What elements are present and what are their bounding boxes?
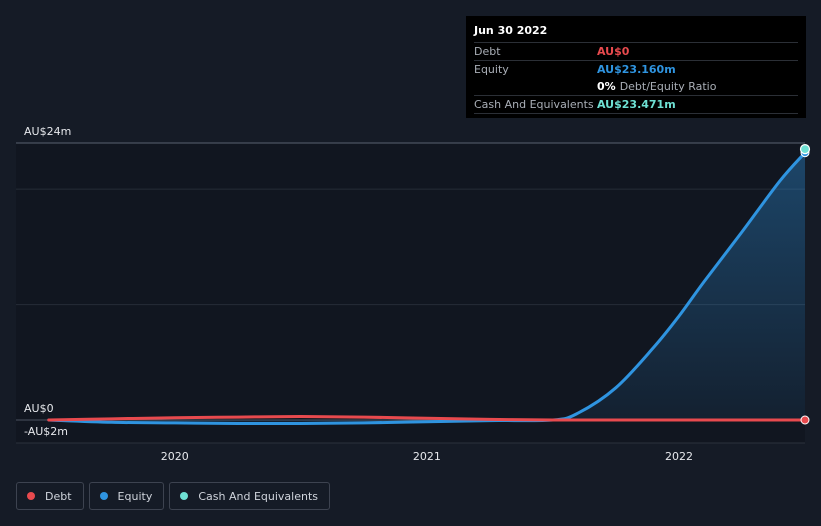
tooltip-row-debt: Debt AU$0 bbox=[474, 42, 798, 60]
legend-item-debt[interactable]: Debt bbox=[16, 482, 84, 510]
legend-dot-equity bbox=[99, 492, 108, 500]
tooltip-cash-value: AU$23.471m bbox=[597, 98, 676, 111]
tooltip-row-ratio: 0% Debt/Equity Ratio bbox=[474, 78, 798, 95]
legend-item-cash[interactable]: Cash And Equivalents bbox=[169, 482, 330, 510]
legend-label-debt: Debt bbox=[45, 489, 72, 503]
tooltip-row-equity: Equity AU$23.160m bbox=[474, 60, 798, 78]
tooltip-equity-value: AU$23.160m bbox=[597, 63, 676, 76]
tooltip-debt-label: Debt bbox=[474, 45, 501, 58]
tooltip-ratio-value: 0% bbox=[597, 80, 616, 93]
tooltip-ratio-label: Debt/Equity Ratio bbox=[619, 80, 717, 93]
series-debt-line bbox=[47, 415, 807, 422]
legend-dot-cash bbox=[180, 492, 189, 500]
x-tick-label-2021: 2021 bbox=[413, 450, 441, 463]
legend-label-equity: Equity bbox=[117, 489, 153, 503]
tooltip-equity-label: Equity bbox=[474, 63, 509, 76]
legend-label-cash: Cash And Equivalents bbox=[198, 489, 318, 503]
tooltip-row-cash: Cash And Equivalents AU$23.471m bbox=[474, 95, 798, 114]
legend-item-equity[interactable]: Equity bbox=[88, 482, 165, 510]
y-tick-label-2: -AU$2m bbox=[24, 425, 68, 438]
series-cash-point bbox=[799, 144, 811, 155]
tooltip-date: Jun 30 2022 bbox=[474, 24, 548, 37]
legend-dot-debt bbox=[27, 492, 35, 500]
series-equity-area bbox=[48, 152, 806, 424]
y-tick-label-1: AU$0 bbox=[24, 402, 54, 415]
data-tooltip: Jun 30 2022 Debt AU$0 Equity AU$23.160m … bbox=[466, 16, 806, 118]
tooltip-debt-value: AU$0 bbox=[597, 45, 630, 58]
series-debt-end-marker bbox=[800, 415, 810, 425]
y-tick-label-0: AU$24m bbox=[24, 125, 71, 138]
tooltip-cash-label: Cash And Equivalents bbox=[474, 98, 594, 111]
x-tick-label-2020: 2020 bbox=[161, 450, 189, 463]
x-tick-label-2022: 2022 bbox=[665, 450, 693, 463]
chart-legend: Debt Equity Cash And Equivalents bbox=[16, 482, 330, 510]
